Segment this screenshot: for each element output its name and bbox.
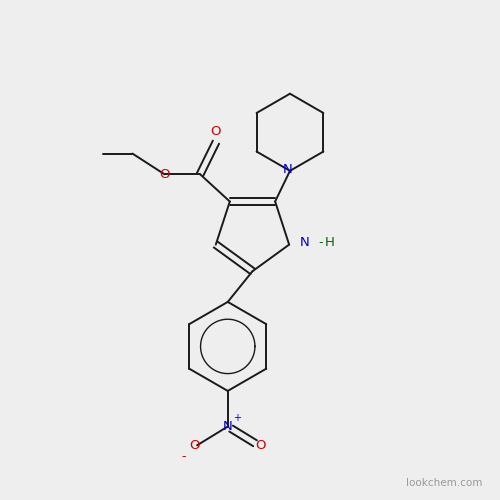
Text: O: O	[210, 125, 221, 138]
Text: H: H	[325, 236, 334, 248]
Text: O: O	[160, 168, 170, 181]
Text: N: N	[300, 236, 310, 248]
Text: O: O	[256, 439, 266, 452]
Text: N: N	[223, 420, 232, 433]
Text: +: +	[232, 413, 240, 423]
Text: -: -	[319, 236, 324, 248]
Text: O: O	[190, 439, 200, 452]
Text: lookchem.com: lookchem.com	[406, 478, 482, 488]
Text: -: -	[181, 450, 186, 462]
Text: N: N	[282, 164, 292, 176]
